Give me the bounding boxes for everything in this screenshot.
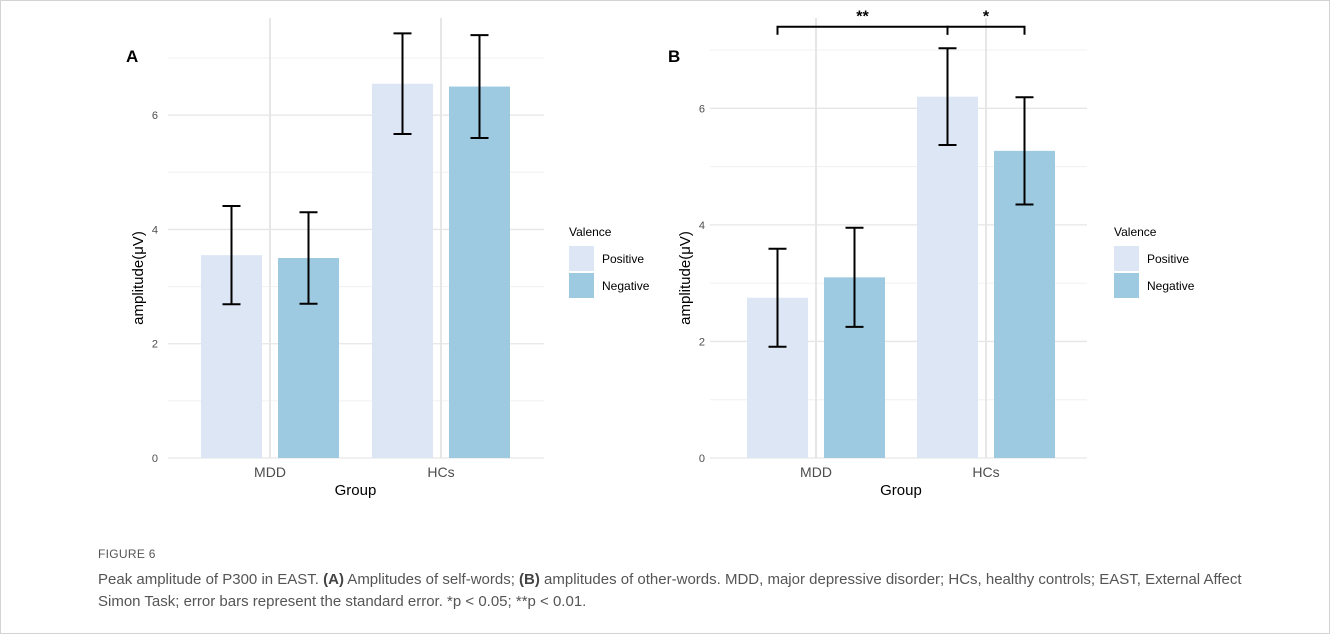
caption-tag-b: (B) <box>519 571 540 588</box>
y-tick-label: 6 <box>152 110 158 122</box>
legend-label-negative: Negative <box>602 279 650 293</box>
y-tick-label: 2 <box>699 336 705 348</box>
y-tick-label: 4 <box>699 220 705 232</box>
error-bar-hcs-negative <box>470 34 489 139</box>
x-tick-label: HCs <box>427 464 454 480</box>
legend-swatch-negative <box>569 273 594 298</box>
y-axis-title: amplitude(μV) <box>677 231 694 325</box>
significance-bracket: * <box>946 9 1026 35</box>
error-bar-mdd-negative <box>845 226 864 328</box>
error-bars <box>768 47 1034 348</box>
panel-label: B <box>668 47 680 66</box>
error-bar-hcs-negative <box>1015 96 1034 206</box>
y-tick-label: 2 <box>152 339 158 351</box>
x-axis-title: Group <box>335 482 377 499</box>
x-tick-label: HCs <box>972 464 999 480</box>
error-bar-hcs-positive <box>393 32 412 135</box>
legend-swatch-positive <box>569 246 594 271</box>
legend-swatch-negative <box>1114 273 1139 298</box>
caption-part-2: Amplitudes of self-words; <box>343 571 520 588</box>
chart-panel-a: 0 2 4 6 MDD HCs Group amplitude(μV) A Valence Posi… <box>126 18 650 499</box>
legend: Valence Positive Negative <box>569 225 650 298</box>
figure-charts: 0 2 4 6 MDD HCs Group amplitude(μV) A Valence Posi… <box>126 9 1195 499</box>
y-tick-label: 0 <box>152 453 158 465</box>
x-axis-title: Group <box>880 482 922 499</box>
bars <box>747 96 1055 458</box>
caption-part-1: Peak amplitude of P300 in EAST. <box>98 571 324 588</box>
bar-hcs-negative <box>449 86 510 459</box>
error-bar-mdd-negative <box>299 211 318 305</box>
legend-swatch-positive <box>1114 246 1139 271</box>
caption-tag-a: (A) <box>323 571 344 588</box>
bar-hcs-positive <box>372 83 433 458</box>
x-tick-label: MDD <box>254 464 286 480</box>
significance-bracket: ** <box>776 9 949 35</box>
error-bar-hcs-positive <box>938 47 957 147</box>
error-bars <box>222 32 489 306</box>
y-tick-label: 0 <box>699 453 705 465</box>
legend-title: Valence <box>1114 225 1157 239</box>
bar-hcs-positive <box>917 96 978 458</box>
legend-title: Valence <box>569 225 612 239</box>
legend-label-negative: Negative <box>1147 279 1195 293</box>
caption-text: Peak amplitude of P300 in EAST. (A) Ampl… <box>98 569 1288 613</box>
significance-label: * <box>983 9 990 26</box>
panel-label: A <box>126 47 138 66</box>
significance-line <box>946 25 1026 35</box>
error-bar-mdd-positive <box>768 247 787 348</box>
significance-label: ** <box>856 9 869 26</box>
y-tick-label: 6 <box>699 103 705 115</box>
x-tick-label: MDD <box>800 464 832 480</box>
figure-label: FIGURE 6 <box>98 547 156 561</box>
y-axis-title: amplitude(μV) <box>130 231 147 325</box>
legend-label-positive: Positive <box>602 252 644 266</box>
figure-caption: FIGURE 6 Peak amplitude of P300 in EAST.… <box>98 547 1288 613</box>
caption-part-3: amplitudes of other-words. MDD, major de… <box>98 571 1242 610</box>
chart-panel-b: 0 2 4 6 MDD HCs Group amplitude(μV) B Valence Posi… <box>668 9 1195 499</box>
significance-line <box>776 25 949 35</box>
legend: Valence Positive Negative <box>1114 225 1195 298</box>
error-bar-mdd-positive <box>222 205 241 306</box>
y-tick-label: 4 <box>152 224 158 236</box>
legend-label-positive: Positive <box>1147 252 1189 266</box>
bars <box>201 83 510 459</box>
